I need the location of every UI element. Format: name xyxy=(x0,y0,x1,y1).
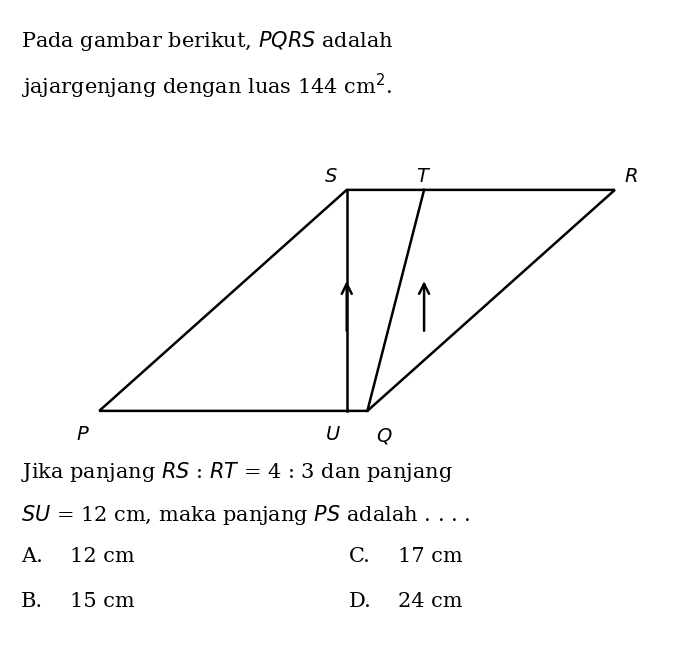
Text: $S$: $S$ xyxy=(324,168,338,186)
Text: $Q$: $Q$ xyxy=(376,426,393,447)
Text: $T$: $T$ xyxy=(417,168,431,186)
Text: C.: C. xyxy=(349,547,371,566)
Text: D.: D. xyxy=(349,592,372,611)
Text: A.: A. xyxy=(21,547,43,566)
Text: 12 cm: 12 cm xyxy=(70,547,135,566)
Text: $R$: $R$ xyxy=(624,168,637,186)
Text: $U$: $U$ xyxy=(325,426,341,444)
Text: B.: B. xyxy=(21,592,43,611)
Text: Jika panjang $\mathit{RS}$ : $\mathit{RT}$ = 4 : 3 dan panjang: Jika panjang $\mathit{RS}$ : $\mathit{RT… xyxy=(21,460,453,485)
Text: Pada gambar berikut, $\mathit{PQRS}$ adalah: Pada gambar berikut, $\mathit{PQRS}$ ada… xyxy=(21,29,394,54)
Text: 24 cm: 24 cm xyxy=(398,592,463,611)
Text: 17 cm: 17 cm xyxy=(398,547,463,566)
Text: $P$: $P$ xyxy=(77,426,90,444)
Text: jajargenjang dengan luas 144 cm$^2$.: jajargenjang dengan luas 144 cm$^2$. xyxy=(21,72,392,101)
Text: 15 cm: 15 cm xyxy=(70,592,135,611)
Text: $\mathit{SU}$ = 12 cm, maka panjang $\mathit{PS}$ adalah . . . .: $\mathit{SU}$ = 12 cm, maka panjang $\ma… xyxy=(21,503,470,527)
